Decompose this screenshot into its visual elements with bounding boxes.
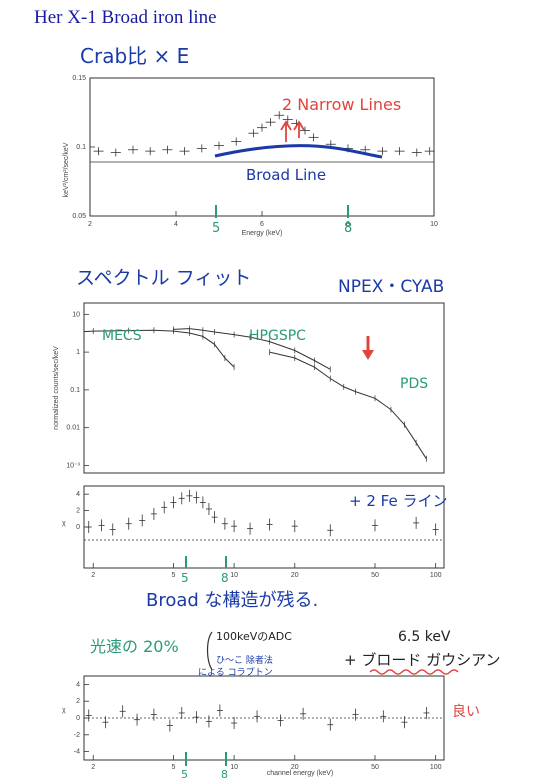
res1-y-label: χ xyxy=(62,520,66,527)
res2-x-tick-label: 2 xyxy=(91,764,95,771)
good-note: 良い xyxy=(452,704,480,720)
crab-y-label: keV²/cm²/sec/keV xyxy=(63,142,70,197)
crab-x-tick-label: 6 xyxy=(260,221,264,228)
marker-5b: 5 xyxy=(181,571,189,585)
fit-axes-frame xyxy=(83,302,445,474)
crab-y-tick-label: 0.15 xyxy=(72,75,86,82)
fit-series-line xyxy=(269,351,427,460)
broad-structure-note: Broad な構造が残る. xyxy=(146,590,318,611)
adc-note-2: ひ〜こ 除者法 xyxy=(216,654,273,666)
fit-series-line xyxy=(173,328,331,370)
panel-residual-2fe: 0 2 4 2 5 10 20 50 100 χ + 2 Fe ライン 5 8 xyxy=(62,485,447,585)
marker-8c: 8 xyxy=(221,768,228,780)
res2-x-tick-label: 20 xyxy=(291,764,299,771)
crab-x-tick-label: 8 xyxy=(346,221,350,228)
pds-label: PDS xyxy=(400,376,428,392)
res1-x-ticks: 2 5 10 20 50 100 xyxy=(91,563,442,579)
fit-y-tick-label: 0.1 xyxy=(70,387,80,394)
res1-x-tick-label: 10 xyxy=(230,572,238,579)
res1-y-tick-label: 4 xyxy=(76,491,80,498)
red-arrow-head xyxy=(362,350,374,360)
brace xyxy=(206,631,213,671)
fit-y-tick-label: 10⁻³ xyxy=(66,462,80,469)
res2-x-tick-label: 50 xyxy=(371,764,379,771)
panel-spectral-fit: 10⁻³ 0.01 0.1 1 10 normalized counts/sec/keV… xyxy=(53,302,445,474)
broad-line-curve xyxy=(214,144,383,159)
broad-line-note: Broad Line xyxy=(246,166,326,184)
res2-y-tick-label: -2 xyxy=(74,732,80,739)
crab-y-tick-label: 0.1 xyxy=(76,144,86,151)
fit-y-ticks: 10⁻³ 0.01 0.1 1 10 xyxy=(66,311,89,469)
adc-note-3: による コラプトン xyxy=(198,667,273,678)
res2-y-tick-label: 2 xyxy=(76,698,80,705)
crab-y-tick-label: 0.05 xyxy=(72,213,86,220)
fit-spectra xyxy=(83,325,427,462)
res1-y-tick-label: 0 xyxy=(76,524,80,531)
crab-x-tick-label: 2 xyxy=(88,221,92,228)
mecs-label: MECS xyxy=(102,328,142,344)
adc-note-1: 100keVのADC xyxy=(216,630,292,643)
crab-x-tick-label: 10 xyxy=(430,221,438,228)
crab-x-label: Energy (keV) xyxy=(242,230,283,237)
res2-y-tick-label: -4 xyxy=(74,749,80,756)
fit-y-tick-label: 0.01 xyxy=(66,425,80,432)
res1-x-tick-label: 20 xyxy=(291,572,299,579)
fit-y-tick-label: 1 xyxy=(76,349,80,356)
res2-x-tick-label: 5 xyxy=(171,764,175,771)
crab-data-points xyxy=(93,111,435,157)
panel-crab-ratio: 0.05 0.1 0.15 2 4 6 8 10 Energy (keV) keV²/cm²… xyxy=(63,75,438,237)
res2-y-tick-label: 4 xyxy=(76,681,80,688)
res1-x-tick-label: 50 xyxy=(371,572,379,579)
res2-x-label: channel energy (keV) xyxy=(267,770,334,777)
res1-x-tick-label: 2 xyxy=(91,572,95,579)
fit-series-line xyxy=(83,329,235,368)
crab-x-tick-label: 4 xyxy=(174,221,178,228)
plus-broad-gauss-note: + ブロード ガウシアン xyxy=(344,651,501,669)
spectral-fit-note: スペクトル フィット xyxy=(76,267,251,289)
crab-ratio-note: Crab比 × E xyxy=(80,44,189,68)
res2-x-tick-label: 10 xyxy=(230,764,238,771)
crab-y-ticks: 0.05 0.1 0.15 xyxy=(72,75,95,220)
fit-y-tick-label: 10 xyxy=(72,311,80,318)
res2-x-ticks: 2 5 10 20 50 100 xyxy=(91,755,442,771)
marker-8: 8 xyxy=(344,221,352,236)
marker-5c: 5 xyxy=(181,768,188,780)
red-wavy-underline xyxy=(369,669,459,675)
light-speed-note: 光速の 20% xyxy=(90,637,179,656)
panel-residual-final: -4 -2 0 2 4 2 5 10 20 50 100 χ channel energy (ke… xyxy=(62,675,480,780)
res1-y-tick-label: 2 xyxy=(76,508,80,515)
hpgspc-label: HPGSPC xyxy=(249,328,306,344)
res2-y-ticks: -4 -2 0 2 4 xyxy=(74,681,89,756)
fit-y-label: normalized counts/sec/keV xyxy=(53,346,60,430)
narrow-lines-note: 2 Narrow Lines xyxy=(282,95,401,114)
res2-y-label: χ xyxy=(62,707,66,714)
marker-8b: 8 xyxy=(221,571,229,585)
plus-2fe-note: + 2 Fe ライン xyxy=(349,492,447,510)
narrow-line-arrowhead-1 xyxy=(280,120,292,131)
res2-x-tick-label: 100 xyxy=(430,764,442,771)
res1-x-tick-label: 5 xyxy=(171,572,175,579)
res2-data-points xyxy=(85,704,430,732)
gauss-energy-note: 6.5 keV xyxy=(398,629,451,645)
narrow-line-arrowhead-2 xyxy=(293,120,305,131)
res1-data-points xyxy=(85,489,439,537)
res2-y-tick-label: 0 xyxy=(76,715,80,722)
marker-5: 5 xyxy=(212,221,220,236)
page-title: Her X-1 Broad iron line xyxy=(28,4,272,32)
model-note: NPEX・CYAB xyxy=(338,277,444,297)
res1-x-tick-label: 100 xyxy=(430,572,442,579)
